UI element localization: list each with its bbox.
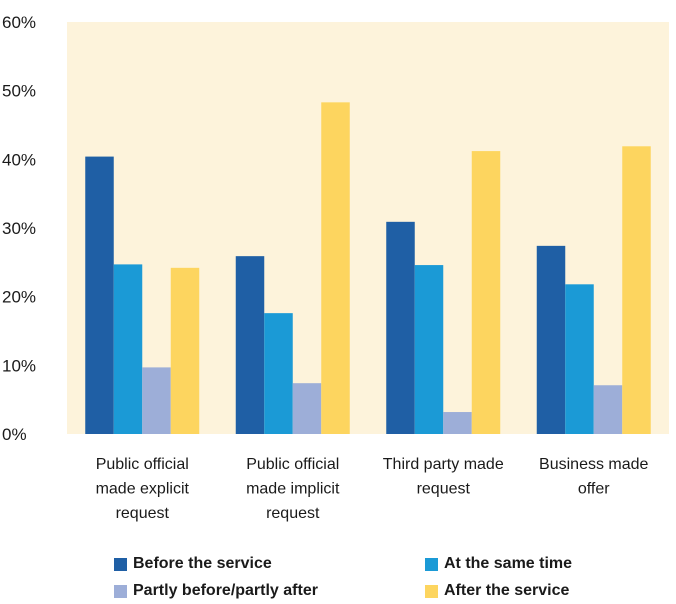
bar — [414, 265, 444, 434]
x-tick-label: Public official made explicit request — [96, 456, 190, 522]
bar — [565, 284, 594, 434]
bar — [622, 146, 651, 434]
bar — [85, 156, 114, 434]
x-tick-label: Business made offer — [539, 456, 648, 498]
y-tick-label: 50% — [2, 82, 36, 101]
y-tick-label: 20% — [2, 288, 36, 307]
y-tick-label: 30% — [2, 219, 36, 238]
bar — [386, 221, 415, 434]
bar — [142, 367, 171, 434]
x-tick-label: Third party made request — [383, 456, 504, 498]
bars — [85, 102, 651, 435]
bar — [593, 385, 623, 434]
bar — [536, 245, 566, 434]
bar — [170, 267, 200, 434]
x-tick-label: Public official made implicit request — [246, 456, 340, 522]
y-tick-label: 60% — [2, 13, 36, 32]
bar — [235, 256, 265, 434]
y-tick-label: 10% — [2, 356, 36, 375]
y-axis: 0% 10% 20% 30% 40% 50% 60% — [2, 13, 36, 444]
x-axis: Public official made explicit request Publi… — [96, 456, 649, 522]
bar — [321, 102, 350, 434]
y-tick-label: 0% — [2, 425, 27, 444]
bar — [113, 264, 143, 434]
y-tick-label: 40% — [2, 150, 36, 169]
bar — [264, 313, 293, 434]
bar — [443, 412, 472, 434]
bar — [471, 151, 501, 435]
bar — [292, 383, 322, 434]
